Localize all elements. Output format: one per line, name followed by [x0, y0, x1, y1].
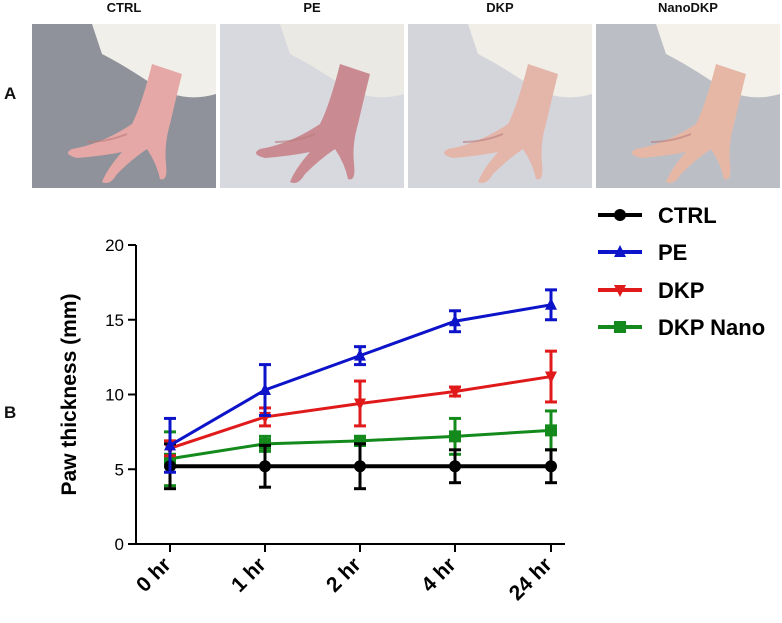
data-point — [449, 386, 461, 399]
y-axis-title: Paw thickness (mm) — [58, 294, 81, 496]
legend-marker — [614, 245, 626, 257]
legend-label: CTRL — [658, 203, 717, 228]
x-tick-label: 2 hr — [322, 553, 365, 596]
data-point — [354, 398, 366, 411]
photo-caption: DKP — [486, 0, 514, 15]
legend-label: DKP Nano — [658, 315, 765, 340]
y-tick-label: 5 — [115, 460, 124, 479]
data-point — [449, 430, 461, 443]
data-point — [449, 460, 461, 473]
photo-caption: PE — [303, 0, 321, 15]
x-tick-label: 0 hr — [132, 553, 175, 596]
paw-photo — [220, 24, 404, 188]
data-point — [354, 348, 366, 361]
paw-photo — [32, 24, 216, 188]
y-tick-label: 15 — [105, 311, 124, 330]
panel-a-label: A — [4, 84, 17, 103]
data-point — [449, 314, 461, 327]
legend-label: PE — [658, 240, 687, 265]
legend-marker — [614, 321, 626, 333]
x-tick-label: 4 hr — [417, 553, 460, 596]
legend-marker — [614, 209, 626, 221]
legend-marker — [614, 285, 626, 297]
photo-caption: NanoDKP — [658, 0, 718, 15]
data-point — [354, 460, 366, 473]
x-tick-label: 1 hr — [227, 553, 270, 596]
data-point — [545, 424, 557, 437]
y-tick-label: 20 — [105, 236, 124, 255]
y-tick-label: 0 — [115, 535, 124, 554]
data-point — [545, 297, 557, 310]
data-point — [259, 460, 271, 473]
paw-photo — [408, 24, 592, 188]
legend-label: DKP — [658, 278, 704, 303]
data-point — [545, 460, 557, 473]
data-point — [164, 438, 176, 451]
panel-b-label: B — [4, 403, 17, 422]
data-point — [545, 371, 557, 384]
y-tick-label: 10 — [105, 386, 124, 405]
x-tick-label: 24 hr — [505, 553, 557, 605]
paw-photo — [596, 24, 780, 188]
photo-caption: CTRL — [106, 0, 142, 15]
data-point — [259, 383, 271, 396]
